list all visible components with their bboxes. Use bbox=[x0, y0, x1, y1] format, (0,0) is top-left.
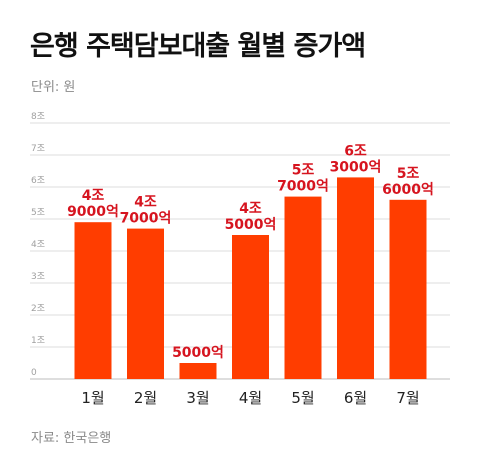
x-category-label: 2월 bbox=[134, 389, 157, 407]
x-category-label: 3월 bbox=[186, 389, 209, 407]
bar-1 bbox=[74, 222, 112, 379]
y-tick-label: 5조 bbox=[31, 208, 45, 218]
source-label: 자료: 한국은행 bbox=[31, 431, 112, 446]
data-label: 3000억 bbox=[330, 159, 382, 175]
unit-label: 단위: 원 bbox=[31, 80, 76, 95]
y-tick-label: 7조 bbox=[31, 144, 45, 154]
data-label: 4조 bbox=[82, 188, 105, 204]
y-tick-label: 0 bbox=[31, 368, 37, 378]
data-label: 6조 bbox=[344, 143, 367, 159]
x-category-label: 5월 bbox=[291, 389, 314, 407]
y-tick-label: 6조 bbox=[31, 176, 45, 186]
y-tick-label: 2조 bbox=[31, 304, 45, 314]
bar-5 bbox=[284, 196, 322, 379]
bar-2 bbox=[127, 228, 164, 379]
y-tick-label: 8조 bbox=[31, 112, 45, 122]
data-label: 6000억 bbox=[382, 182, 434, 198]
bar-6 bbox=[337, 177, 374, 379]
bar-4 bbox=[232, 235, 269, 379]
y-tick-label: 4조 bbox=[31, 240, 45, 250]
data-label: 5조 bbox=[292, 163, 315, 179]
data-label: 4조 bbox=[134, 195, 157, 211]
data-label: 5000억 bbox=[225, 217, 277, 233]
bar-3 bbox=[179, 363, 217, 379]
data-label: 4조 bbox=[239, 201, 262, 217]
data-label: 5조 bbox=[397, 166, 420, 182]
x-category-label: 4월 bbox=[239, 389, 262, 407]
y-tick-label: 3조 bbox=[31, 272, 45, 282]
data-label: 9000억 bbox=[67, 204, 119, 220]
data-label: 7000억 bbox=[120, 211, 172, 227]
y-tick-label: 1조 bbox=[31, 336, 45, 346]
x-category-label: 1월 bbox=[81, 389, 104, 407]
data-label: 5000억 bbox=[172, 345, 224, 361]
x-category-label: 6월 bbox=[344, 389, 367, 407]
x-category-label: 7월 bbox=[396, 389, 419, 407]
bar-7 bbox=[389, 199, 427, 379]
data-label: 7000억 bbox=[277, 179, 329, 195]
chart-title: 은행 주택담보대출 월별 증가액 bbox=[30, 31, 366, 62]
